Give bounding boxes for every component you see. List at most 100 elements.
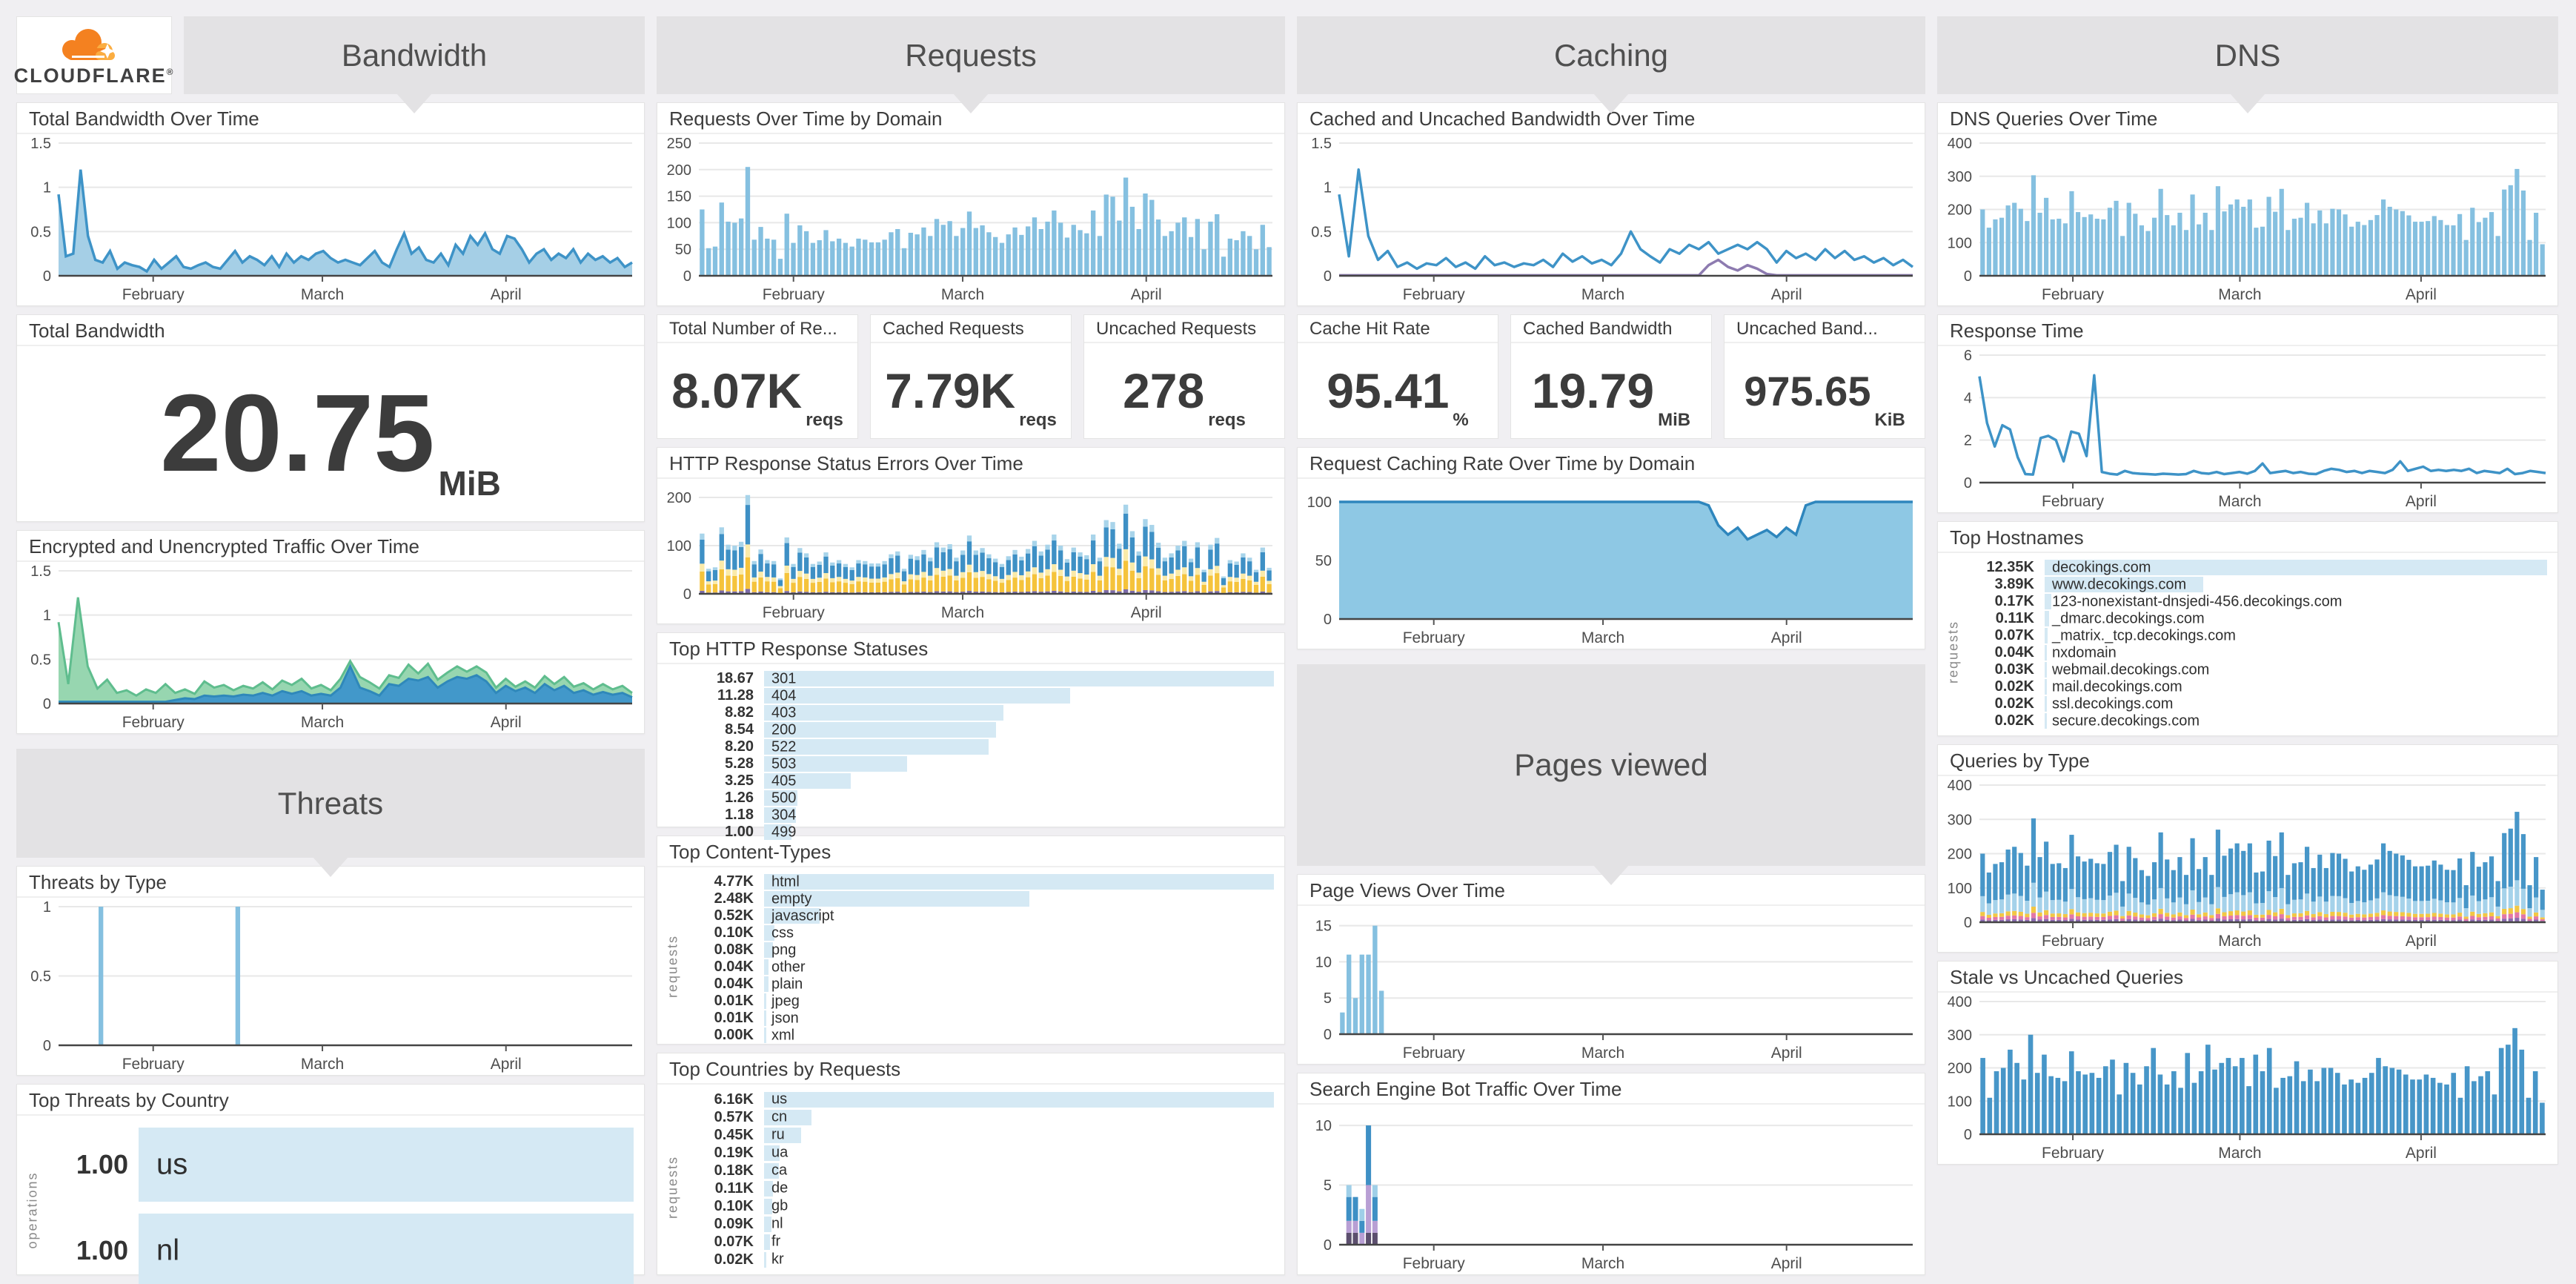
top_hostnames-row[interactable]: 0.02K ssl.decokings.com — [1963, 695, 2547, 712]
row-bar[interactable] — [764, 1251, 766, 1268]
row-bar-area[interactable]: decokings.com — [2045, 559, 2547, 575]
stale-vs-uncached-chart[interactable]: 0 100 200 300 400 February March April — [1938, 993, 2557, 1168]
top_threats_by_country-row[interactable]: 1.00 nl — [42, 1208, 634, 1284]
bandwidth-over-time-chart[interactable]: 0 0.5 1 1.5 February March April — [17, 134, 644, 309]
top_countries_by_requests-row[interactable]: 0.19K ua — [683, 1145, 1274, 1162]
top-http-statuses-list[interactable]: 18.67 301 11.28 404 8.82 403 8.54 200 8.20 522 5.2… — [657, 664, 1284, 847]
row-bar-area[interactable]: nxdomain — [2045, 644, 2547, 661]
row-bar-area[interactable]: ssl.decokings.com — [2045, 695, 2547, 712]
row-bar[interactable] — [2045, 679, 2047, 695]
row-bar[interactable] — [139, 1128, 634, 1202]
row-bar[interactable] — [2045, 628, 2048, 643]
row-bar[interactable] — [764, 722, 997, 738]
request_caching_rate-canvas[interactable]: 0 50 100 February March April — [1298, 479, 1925, 649]
top_countries_by_requests-row[interactable]: 0.02K kr — [683, 1251, 1274, 1268]
row-bar[interactable] — [2045, 696, 2047, 712]
top_http_response_statuses-row[interactable]: 8.54 200 — [683, 721, 1274, 738]
row-bar[interactable] — [764, 925, 775, 941]
row-bar[interactable] — [764, 1109, 811, 1125]
row-bar-area[interactable]: empty — [764, 890, 1274, 907]
row-bar-area[interactable]: 304 — [764, 807, 1274, 823]
top-content-types-list[interactable]: requests 4.77K html 2.48K empty 0.52K javascri… — [657, 867, 1284, 1050]
row-bar[interactable] — [764, 671, 1274, 686]
row-bar-area[interactable]: nl — [139, 1214, 634, 1284]
cached-uncached-bandwidth-chart[interactable]: 0 0.5 1 1.5 February March April — [1298, 134, 1925, 309]
top_http_response_statuses-row[interactable]: 1.00 499 — [683, 824, 1274, 841]
row-bar[interactable] — [139, 1214, 634, 1284]
row-bar-area[interactable]: javascript — [764, 907, 1274, 924]
row-bar-area[interactable]: 200 — [764, 721, 1274, 738]
row-bar-area[interactable]: json — [764, 1010, 1274, 1026]
top_http_response_statuses-row[interactable]: 11.28 404 — [683, 687, 1274, 704]
top_countries_by_requests-row[interactable]: 0.18K ca — [683, 1162, 1274, 1179]
row-bar-area[interactable]: gb — [764, 1198, 1274, 1214]
queries_by_type-canvas[interactable]: 0 100 200 300 400 February March April — [1938, 776, 2557, 952]
row-bar-area[interactable]: cn — [764, 1109, 1274, 1125]
row-bar[interactable] — [2045, 645, 2047, 661]
top_countries_by_requests-row[interactable]: 0.57K cn — [683, 1109, 1274, 1126]
threats_by_type-canvas[interactable]: 0 0.5 1 February March April — [17, 898, 644, 1075]
row-bar[interactable] — [764, 891, 1029, 907]
top-countries-list[interactable]: requests 6.16K us 0.57K cn 0.45K ru 0.19K ua 0.18… — [657, 1085, 1284, 1274]
top_hostnames-row[interactable]: 0.07K _matrix._tcp.decokings.com — [1963, 627, 2547, 644]
row-bar-area[interactable]: png — [764, 942, 1274, 958]
top_hostnames-row[interactable]: 0.02K secure.decokings.com — [1963, 712, 2547, 729]
top_http_response_statuses-row[interactable]: 8.82 403 — [683, 704, 1274, 721]
row-bar-area[interactable]: 404 — [764, 687, 1274, 704]
encrypted-traffic-chart[interactable]: 0 0.5 1 1.5 February March April — [17, 562, 644, 737]
row-bar-area[interactable]: mail.decokings.com — [2045, 678, 2547, 695]
row-bar-area[interactable]: webmail.decokings.com — [2045, 661, 2547, 678]
row-bar[interactable] — [764, 1234, 770, 1250]
row-bar[interactable] — [764, 1180, 774, 1197]
response-time-chart[interactable]: 0 2 4 6 February March April — [1938, 346, 2557, 516]
row-bar[interactable] — [764, 976, 769, 992]
page-views-chart[interactable]: 0 5 10 15 February March April — [1298, 906, 1925, 1068]
queries-by-type-chart[interactable]: 0 100 200 300 400 February March April — [1938, 776, 2557, 956]
page_views_over_time-canvas[interactable]: 0 5 10 15 February March April — [1298, 906, 1925, 1064]
top_content_types-row[interactable]: 0.04K plain — [683, 976, 1274, 993]
top_hostnames-row[interactable]: 0.11K _dmarc.decokings.com — [1963, 610, 2547, 627]
row-bar-area[interactable]: xml — [764, 1027, 1274, 1043]
top_countries_by_requests-row[interactable]: 0.10K gb — [683, 1198, 1274, 1215]
row-bar[interactable] — [764, 1027, 766, 1043]
row-bar-area[interactable]: fr — [764, 1234, 1274, 1250]
row-bar[interactable] — [2045, 611, 2050, 626]
top_countries_by_requests-row[interactable]: 0.09K nl — [683, 1216, 1274, 1233]
bandwidth_over_time-canvas[interactable]: 0 0.5 1 1.5 February March April — [17, 134, 644, 305]
row-bar[interactable] — [764, 1127, 802, 1143]
top_http_response_statuses-row[interactable]: 8.20 522 — [683, 738, 1274, 755]
row-bar[interactable] — [764, 942, 773, 958]
row-bar[interactable] — [2045, 662, 2047, 678]
row-bar-area[interactable]: ca — [764, 1162, 1274, 1179]
top_content_types-row[interactable]: 0.10K css — [683, 924, 1274, 942]
top_http_response_statuses-row[interactable]: 18.67 301 — [683, 670, 1274, 687]
row-bar[interactable] — [764, 773, 851, 789]
http_response_status_errors-canvas[interactable]: 0 100 200 February March April — [657, 479, 1284, 623]
threats-by-type-chart[interactable]: 0 0.5 1 February March April — [17, 898, 644, 1079]
row-bar[interactable] — [764, 1162, 779, 1179]
row-bar-area[interactable]: other — [764, 959, 1274, 975]
top_countries_by_requests-row[interactable]: 0.11K de — [683, 1180, 1274, 1197]
row-bar[interactable] — [2045, 577, 2203, 592]
row-bar-area[interactable]: 522 — [764, 738, 1274, 755]
http-errors-chart[interactable]: 0 100 200 February March April — [657, 479, 1284, 627]
row-bar[interactable] — [764, 807, 796, 823]
top_countries_by_requests-row[interactable]: 6.16K us — [683, 1091, 1274, 1108]
search_engine_bot_traffic-canvas[interactable]: 0 5 10 February March April — [1298, 1105, 1925, 1274]
row-bar[interactable] — [764, 959, 769, 975]
requests_over_time_by_domain-canvas[interactable]: 0 50 100 150 200 250 February March April — [657, 134, 1284, 305]
row-bar[interactable] — [764, 705, 1004, 721]
stale_vs_uncached_queries-canvas[interactable]: 0 100 200 300 400 February March April — [1938, 993, 2557, 1164]
row-bar[interactable] — [764, 1145, 780, 1161]
top_hostnames-row[interactable]: 0.02K mail.decokings.com — [1963, 678, 2547, 695]
top_countries_by_requests-row[interactable]: 0.07K fr — [683, 1234, 1274, 1251]
row-bar-area[interactable]: html — [764, 873, 1274, 890]
row-bar[interactable] — [764, 1198, 772, 1214]
row-bar-area[interactable]: de — [764, 1180, 1274, 1197]
top-threats-by-country-list[interactable]: operations 1.00 us 1.00 nl — [17, 1116, 644, 1284]
row-bar[interactable] — [764, 1216, 772, 1232]
top_hostnames-row[interactable]: 12.35K decokings.com — [1963, 559, 2547, 576]
row-bar[interactable] — [764, 993, 766, 1009]
row-bar-area[interactable]: 499 — [764, 824, 1274, 840]
top_http_response_statuses-row[interactable]: 5.28 503 — [683, 755, 1274, 772]
